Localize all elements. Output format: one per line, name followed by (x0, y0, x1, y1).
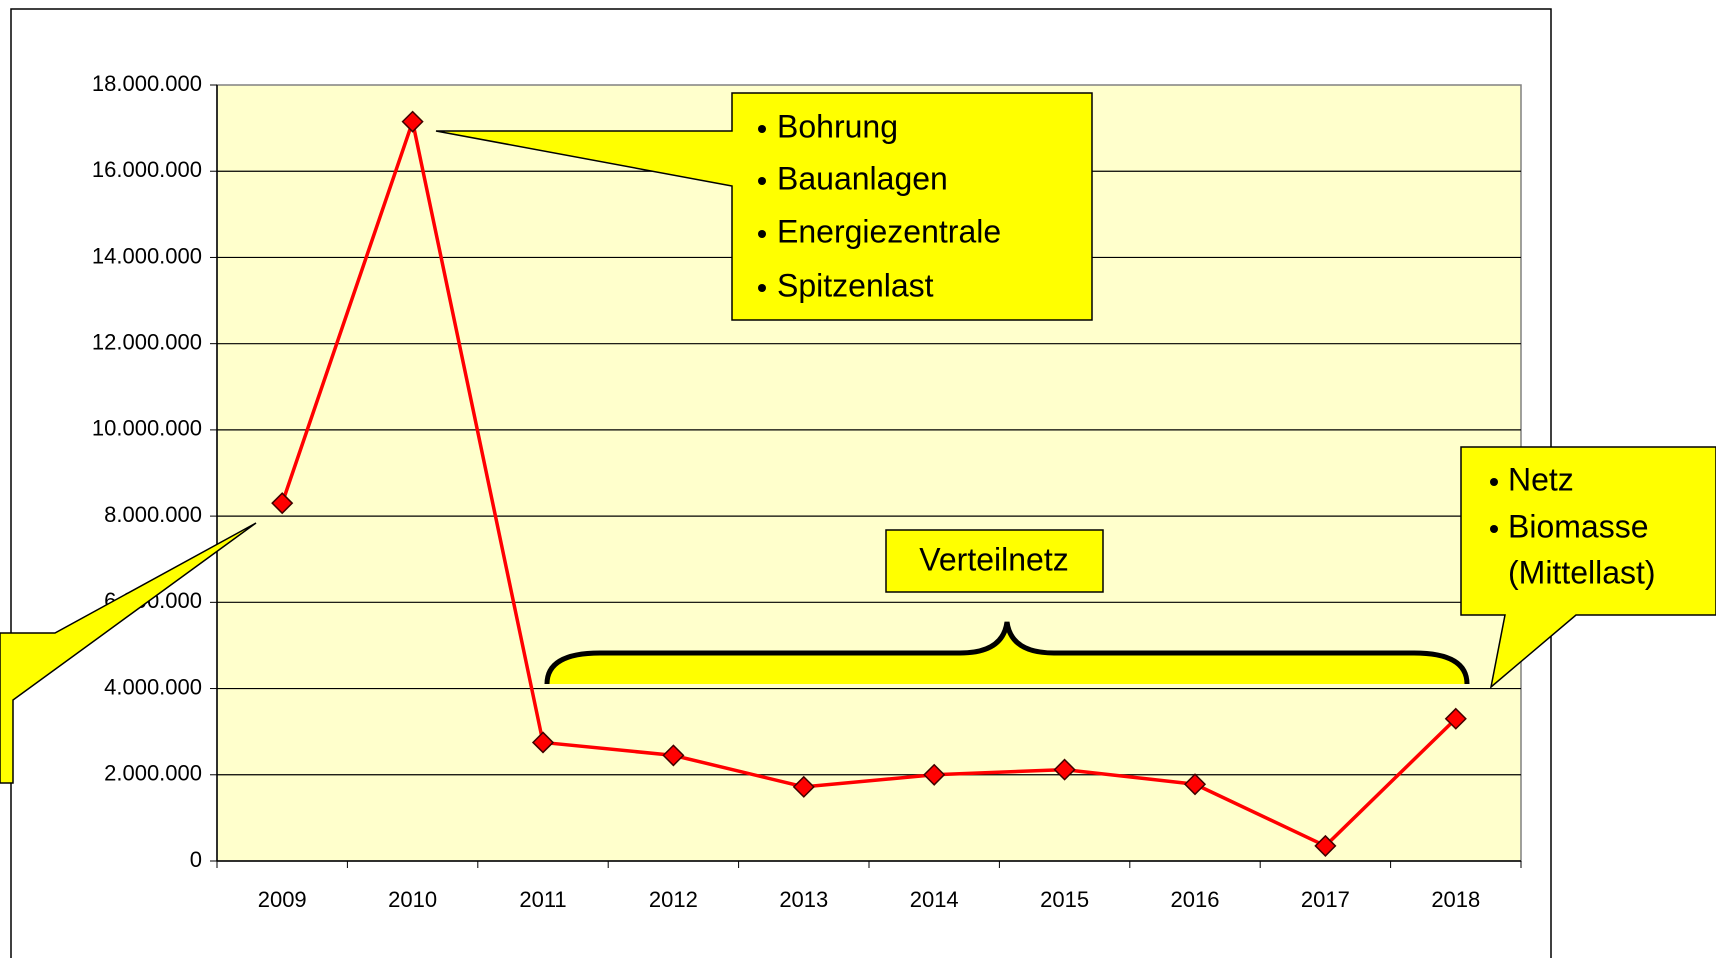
y-tick-label: 0 (190, 847, 202, 872)
bullet (758, 125, 766, 133)
data-point (1183, 773, 1207, 796)
data-point (923, 763, 946, 786)
series-line (280, 115, 1458, 849)
annotation-text: Verteilnetz (919, 541, 1068, 577)
y-tick-label: 2.000.000 (104, 761, 202, 786)
y-tick-label: 10.000.000 (92, 416, 202, 441)
y-tick-label: 8.000.000 (104, 502, 202, 527)
y-tick-label: 16.000.000 (92, 157, 202, 182)
x-tick-label: 2011 (519, 887, 566, 912)
data-point (662, 744, 685, 767)
y-tick-label: 18.000.000 (92, 71, 202, 96)
y-tick-label: 14.000.000 (92, 243, 202, 268)
brace (544, 621, 1470, 685)
annotation-text: Energiezentrale (777, 213, 1001, 249)
callout-box (435, 92, 1093, 321)
annotation-text: Bohrung (777, 108, 898, 144)
data-point (792, 775, 815, 798)
callout-box (885, 529, 1104, 593)
x-tick-label: 2018 (1431, 887, 1480, 912)
x-tick-label: 2017 (1301, 887, 1350, 912)
x-tick-label: 2015 (1040, 887, 1089, 912)
data-point (401, 110, 424, 133)
x-tick-label: 2013 (779, 887, 828, 912)
callout-boxes (0, 92, 1716, 784)
data-point (1053, 758, 1076, 781)
bullet (1490, 478, 1498, 486)
callout-box (0, 522, 257, 784)
annotation-text: Netz (1508, 461, 1574, 497)
y-tick-label: 12.000.000 (92, 329, 202, 354)
bullet (758, 230, 766, 238)
bullet (758, 177, 766, 185)
marks (271, 110, 1467, 857)
x-tick-label: 2012 (649, 887, 698, 912)
x-tick-label: 2009 (258, 887, 307, 912)
x-tick-label: 2014 (910, 887, 959, 912)
data-point (531, 731, 555, 754)
x-tick-label: 2016 (1171, 887, 1220, 912)
annotation-text: Spitzenlast (777, 267, 934, 303)
x-tick-label: 2010 (388, 887, 437, 912)
data-point (1444, 707, 1467, 730)
bullet (758, 284, 766, 292)
callout-box (1460, 446, 1716, 689)
annotation-text: Biomasse (1508, 508, 1649, 544)
data-point (271, 492, 294, 515)
data-point (1314, 834, 1337, 857)
bullet (1490, 525, 1498, 533)
brace-fill (547, 622, 1467, 684)
annotation-text: Bauanlagen (777, 160, 948, 196)
y-tick-label: 4.000.000 (104, 674, 202, 699)
annotation-text: (Mittellast) (1508, 554, 1656, 590)
annotations: Bohrung Bauanlagen Energiezentrale Spitzenl… (758, 108, 1656, 590)
